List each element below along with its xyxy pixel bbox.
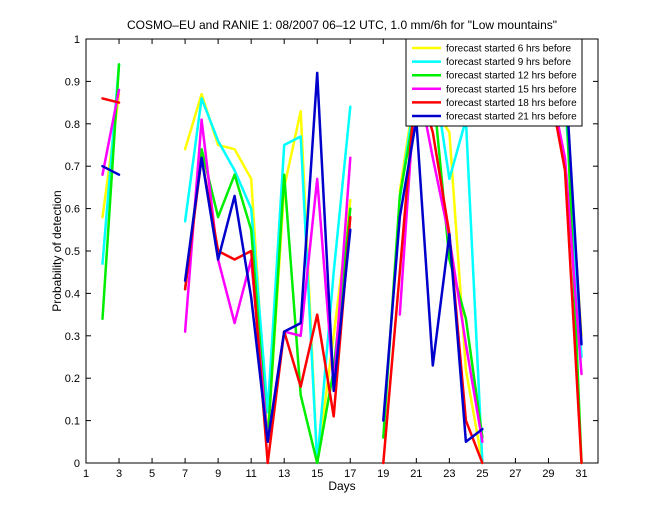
legend-label-3: forecast started 12 hrs before (446, 71, 577, 82)
y-tick-label: 0.7 (65, 161, 80, 173)
legend-label-6: forecast started 21 hrs before (446, 112, 577, 123)
legend-label-5: forecast started 18 hrs before (446, 98, 577, 109)
legend-label-1: forecast started 6 hrs before (446, 44, 572, 55)
x-tick-label: 7 (182, 468, 188, 480)
y-tick-label: 0.9 (65, 76, 80, 88)
x-tick-label: 17 (344, 468, 356, 480)
y-tick-label: 0 (74, 458, 80, 470)
series-5-line-segment-1 (101, 97, 121, 104)
series-6-line-segment-1 (101, 164, 121, 176)
x-tick-label: 21 (410, 468, 422, 480)
x-tick-label: 29 (542, 468, 554, 480)
y-tick-label: 0.2 (65, 373, 80, 385)
x-tick-label: 31 (575, 468, 587, 480)
y-tick-label: 1 (74, 34, 80, 46)
x-tick-label: 25 (476, 468, 488, 480)
y-tick-label: 0.3 (65, 331, 80, 343)
x-axis: 1 3 5 7 9 11 13 15 17 19 21 23 25 27 29 31 (83, 39, 588, 480)
y-axis: 0 0.1 0.2 0.3 0.4 0.5 0.6 0.7 0.8 0.9 1 (65, 34, 598, 470)
x-tick-label: 3 (116, 468, 122, 480)
x-tick-label: 9 (215, 468, 221, 480)
legend-box (405, 38, 583, 127)
series-5-line-segment-3 (382, 75, 484, 465)
x-tick-label: 19 (377, 468, 389, 480)
y-tick-label: 0.6 (65, 204, 80, 216)
series-4-line-segment-1 (101, 88, 121, 176)
x-tick-label: 11 (245, 468, 256, 480)
y-tick-label: 0.8 (65, 119, 80, 131)
x-tick-label: 13 (278, 468, 290, 480)
x-tick-label: 27 (509, 468, 521, 480)
x-axis-label: Days (328, 479, 355, 493)
chart-title: COSMO–EU and RANIE 1: 08/2007 06–12 UTC,… (127, 18, 557, 32)
y-axis-label: Probability of detection (50, 190, 64, 311)
series-6-line-segment-2 (183, 71, 352, 444)
x-tick-label: 5 (149, 468, 155, 480)
x-tick-label: 15 (311, 468, 323, 480)
y-tick-label: 0.5 (65, 246, 80, 258)
series-2-line-segment-2 (183, 97, 352, 465)
legend: forecast started 6 hrs before forecast st… (405, 38, 583, 127)
y-tick-label: 0.4 (65, 288, 80, 300)
series-6-line-segment-3 (382, 118, 484, 444)
x-tick-label: 23 (443, 468, 455, 480)
y-tick-label: 0.1 (65, 416, 80, 428)
legend-label-4: forecast started 15 hrs before (446, 84, 577, 95)
x-tick-label: 1 (83, 468, 89, 480)
legend-label-2: forecast started 9 hrs before (446, 57, 572, 68)
